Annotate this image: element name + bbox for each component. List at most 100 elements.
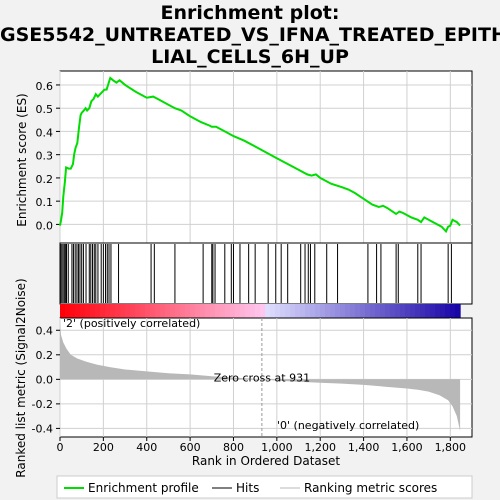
- es-y-tick-label: 0.2: [36, 173, 54, 186]
- title-line-3: LIAL_CELLS_6H_UP: [151, 46, 349, 68]
- es-profile-line: [59, 76, 461, 234]
- zero-cross-label: Zero cross at 931: [214, 371, 310, 384]
- rank-color-segment: [140, 304, 146, 318]
- rank-color-segment: [430, 304, 436, 318]
- rank-color-segment: [110, 304, 116, 318]
- rank-color-segment: [160, 304, 166, 318]
- rank-color-segment: [355, 304, 361, 318]
- rank-color-segment: [275, 304, 281, 318]
- rank-color-segment: [175, 304, 181, 318]
- hit-markers: [59, 244, 452, 303]
- x-tick-label: 1,800: [435, 441, 467, 454]
- rank-color-segment: [75, 304, 81, 318]
- ranking-metric-area: [60, 322, 461, 431]
- rank-color-segment: [120, 304, 126, 318]
- rank-color-segment: [435, 304, 441, 318]
- es-panel: 0.0 0.1 0.2 0.3 0.4 0.5 0.6: [36, 70, 473, 244]
- rank-color-segment: [445, 304, 451, 318]
- rank-color-segment: [345, 304, 351, 318]
- legend-es-label: Enrichment profile: [88, 481, 199, 495]
- rank-color-segment: [185, 304, 191, 318]
- hits-plot-area: [59, 242, 473, 305]
- rank-color-segment: [245, 304, 251, 318]
- rank-color-segment: [200, 304, 206, 318]
- rank-color-segment: [395, 304, 401, 318]
- rank-color-segment: [310, 304, 316, 318]
- rank-color-segment: [285, 304, 291, 318]
- rank-color-segment: [410, 304, 416, 318]
- x-tick-label: 1,000: [261, 441, 293, 454]
- es-y-tick-label: 0.3: [36, 150, 54, 163]
- es-y-axis-label: Enrichment score (ES): [15, 93, 29, 226]
- rank-color-segment: [90, 304, 96, 318]
- rank-color-segment: [165, 304, 171, 318]
- rank-color-segment: [340, 304, 346, 318]
- es-y-tick-label: 0.6: [36, 80, 54, 93]
- rank-color-segment: [370, 304, 376, 318]
- rank-color-segment: [70, 304, 76, 318]
- legend-box: [56, 475, 473, 499]
- es-y-tick-label: 0.4: [36, 126, 54, 139]
- rank-color-segment: [85, 304, 91, 318]
- x-tick-label: 800: [223, 441, 244, 454]
- es-y-tick-label: 0.5: [36, 103, 54, 116]
- x-tick-label: 1,600: [391, 441, 423, 454]
- x-tick-label: 400: [136, 441, 157, 454]
- negative-correlation-label: '0' (negatively correlated): [277, 419, 419, 432]
- rank-color-segment: [135, 304, 141, 318]
- rank-color-segment: [190, 304, 196, 318]
- rank-color-segment: [280, 304, 286, 318]
- rank-color-segment: [270, 304, 276, 318]
- positive-correlation-label: '2' (positively correlated): [63, 317, 200, 330]
- rank-color-segment: [335, 304, 341, 318]
- rank-color-segment: [305, 304, 311, 318]
- rank-color-segment: [210, 304, 216, 318]
- rank-y-tick-label: -0.2: [32, 398, 53, 411]
- rank-color-segment: [420, 304, 426, 318]
- rank-color-segment: [325, 304, 331, 318]
- es-y-tick-label: 0.0: [36, 219, 54, 232]
- hits-panel: [59, 242, 473, 305]
- rank-color-segment: [450, 304, 456, 318]
- legend: Enrichment profile Hits Ranking metric s…: [56, 475, 473, 499]
- rank-color-segment: [235, 304, 241, 318]
- rank-color-segment: [60, 304, 66, 318]
- rank-color-segment: [320, 304, 326, 318]
- rank-color-segment: [220, 304, 226, 318]
- rank-color-segment: [390, 304, 396, 318]
- rank-color-segment: [400, 304, 406, 318]
- rank-color-segment: [350, 304, 356, 318]
- rank-color-segment: [265, 304, 271, 318]
- x-tick-label: 600: [180, 441, 201, 454]
- rank-color-segment: [380, 304, 386, 318]
- rank-y-tick-label: 0.0: [36, 373, 54, 386]
- rank-color-segment: [360, 304, 366, 318]
- rank-color-segment: [240, 304, 246, 318]
- es-y-ticks: 0.0 0.1 0.2 0.3 0.4 0.5 0.6: [36, 80, 60, 232]
- rank-color-segment: [375, 304, 381, 318]
- rank-color-segment: [260, 304, 266, 318]
- rank-y-axis-label: Ranked list metric (Signal2Noise): [14, 278, 28, 477]
- rank-color-segment: [315, 304, 321, 318]
- rank-panel: -0.4 -0.2 0.0 0.2 0.4 Zero cross at 931 '2' …: [32, 317, 473, 438]
- rank-color-segment: [195, 304, 201, 318]
- title-line-2: GSE5542_UNTREATED_VS_IFNA_TREATED_EPITHE: [0, 24, 500, 46]
- rank-color-segment: [225, 304, 231, 318]
- rank-color-segment: [215, 304, 221, 318]
- rank-color-segment: [440, 304, 446, 318]
- rank-color-segment: [455, 304, 461, 318]
- rank-y-tick-label: 0.2: [36, 349, 54, 362]
- x-tick-label: 1,400: [348, 441, 380, 454]
- rank-color-segment: [405, 304, 411, 318]
- rank-color-bar: [60, 304, 461, 318]
- x-tick-label: 1,200: [304, 441, 336, 454]
- rank-color-segment: [170, 304, 176, 318]
- es-plot-area: [59, 70, 473, 244]
- rank-color-segment: [150, 304, 156, 318]
- rank-color-segment: [295, 304, 301, 318]
- rank-color-segment: [130, 304, 136, 318]
- rank-color-segment: [425, 304, 431, 318]
- rank-color-segment: [255, 304, 261, 318]
- legend-rank-label: Ranking metric scores: [304, 481, 437, 495]
